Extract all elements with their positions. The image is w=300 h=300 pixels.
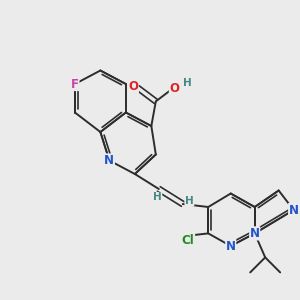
Text: O: O	[128, 80, 138, 93]
Text: O: O	[169, 82, 179, 95]
Text: N: N	[289, 203, 299, 217]
Text: N: N	[226, 239, 236, 253]
Text: H: H	[183, 78, 192, 88]
Text: H: H	[153, 192, 162, 203]
Text: N: N	[104, 154, 114, 167]
Text: H: H	[185, 196, 194, 206]
Text: N: N	[250, 227, 260, 240]
Text: F: F	[71, 77, 79, 91]
Text: Cl: Cl	[182, 233, 195, 247]
